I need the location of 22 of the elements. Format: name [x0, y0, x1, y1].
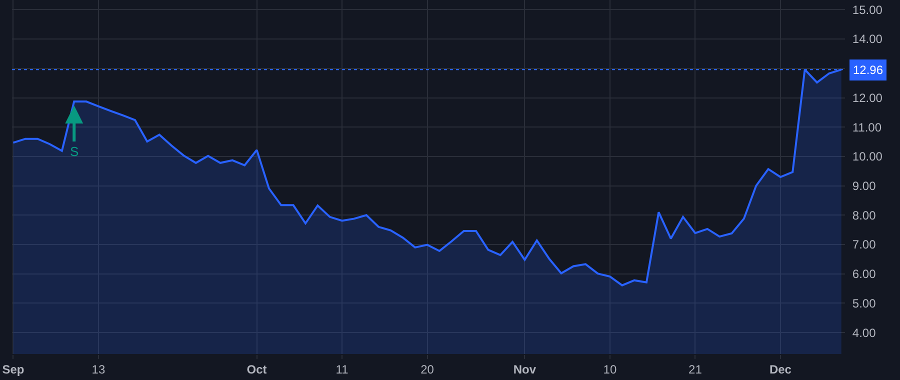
x-tick-label: Oct	[246, 362, 267, 376]
x-tick-label: Nov	[513, 362, 536, 376]
y-tick-label: 8.00	[852, 208, 876, 222]
y-tick-label: 10.00	[852, 150, 883, 164]
y-tick-label: 11.00	[852, 120, 882, 134]
x-tick-label: 11	[336, 362, 349, 376]
y-tick-label: 15.00	[852, 2, 883, 17]
y-tick-label: 7.00	[852, 238, 876, 252]
y-tick-label: 9.00	[852, 179, 876, 194]
y-tick-label: 6.00	[852, 267, 876, 282]
x-tick-label: Sep	[2, 362, 24, 376]
x-tick-label: 13	[92, 362, 106, 376]
y-tick-label: 4.00	[852, 326, 876, 340]
y-tick-label: 5.00	[852, 296, 876, 310]
ref-line-label: 12.96	[853, 63, 884, 77]
x-tick-label: 10	[603, 362, 617, 376]
x-tick-label: Dec	[769, 362, 792, 376]
x-tick-label: 20	[420, 362, 434, 376]
y-tick-label: 12.00	[852, 90, 883, 105]
y-tick-label: 14.00	[852, 32, 883, 46]
annotation: S	[70, 144, 79, 159]
x-tick-label: 21	[688, 362, 702, 376]
